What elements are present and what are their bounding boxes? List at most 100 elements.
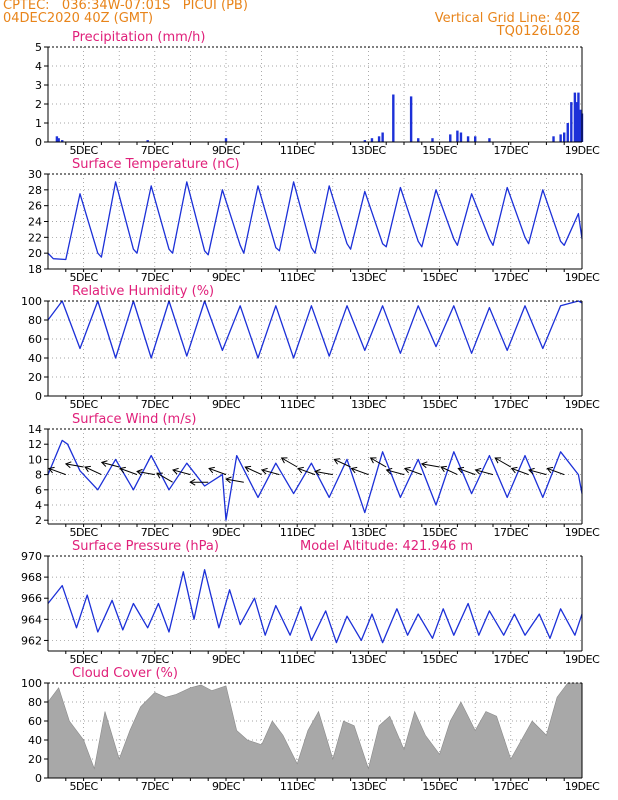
x-tick-label: 17DEC (493, 271, 528, 284)
panel-6: 0 20 40 60 80 100 5DEC 7DEC 9DEC 11DEC 13DEC 15DEC 1… (21, 666, 601, 793)
wind-arrow (261, 469, 280, 476)
wind-arrow-head (510, 466, 518, 474)
x-tick-label: 19DEC (565, 271, 600, 284)
wind-arrow (370, 457, 387, 468)
wind-arrow-head (189, 478, 196, 486)
x-tick-label: 13DEC (351, 526, 386, 539)
wind-arrow-head (208, 466, 215, 474)
x-tick-label: 11DEC (280, 526, 315, 539)
y-tick-label: 8 (35, 469, 42, 482)
wind-arrow-head (494, 457, 502, 464)
y-tick-label: 26 (28, 200, 42, 213)
wind-arrow (386, 469, 405, 476)
x-tick-label: 9DEC (212, 780, 241, 793)
y-tick-label: 12 (28, 438, 42, 451)
y-tick-label: 22 (28, 231, 42, 244)
y-tick-label: 964 (21, 613, 42, 626)
header-run-code: TQ0126L028 (496, 24, 580, 39)
precip-bar (224, 138, 228, 142)
panel-3: 0 20 40 60 80 100 5DEC 7DEC 9DEC 11DEC 13DEC 15DEC 1… (21, 284, 601, 411)
y-tick-label: 100 (21, 295, 42, 308)
precip-bar (466, 136, 470, 142)
x-tick-label: 11DEC (280, 398, 315, 411)
y-tick-label: 20 (28, 753, 42, 766)
wind-arrow (48, 467, 66, 476)
x-tick-label: 19DEC (565, 144, 600, 157)
panel-5: 962 964 966 968 970 5DEC 7DEC 9DEC 11DEC 13DEC 15D… (21, 539, 601, 666)
y-tick-label: 24 (28, 216, 42, 229)
precip-bar (474, 136, 477, 142)
wind-arrow-head (64, 461, 72, 469)
y-tick-label: 0 (35, 136, 42, 149)
y-tick-label: 2 (35, 98, 42, 111)
wind-arrow (547, 467, 565, 476)
panel-2: 18 20 22 24 26 28 30 5DEC 7DEC 9DEC 11DEC 13DEC 15DE… (28, 157, 601, 284)
wind-arrow-head (172, 467, 179, 475)
x-tick-label: 13DEC (351, 653, 386, 666)
precip-bar (552, 136, 555, 142)
y-tick-label: 968 (21, 571, 42, 584)
x-tick-label: 13DEC (351, 144, 386, 157)
y-tick-label: 60 (28, 333, 42, 346)
panel-annotation: Model Altitude: 421.946 m (300, 539, 473, 554)
x-tick-label: 9DEC (212, 526, 241, 539)
precip-bar (363, 140, 367, 142)
wind-arrow (421, 463, 440, 468)
panel-title: Surface Wind (m/s) (72, 412, 196, 427)
x-tick-label: 13DEC (351, 780, 386, 793)
x-tick-label: 9DEC (212, 271, 241, 284)
precip-bar (57, 138, 60, 142)
wind-arrow-head (225, 476, 232, 484)
y-tick-label: 30 (28, 168, 42, 181)
y-tick-label: 10 (28, 453, 42, 466)
wind-arrow (172, 469, 191, 476)
y-tick-label: 80 (28, 696, 42, 709)
wind-arrow-head (314, 468, 321, 476)
y-tick-label: 40 (28, 734, 42, 747)
wind-arrow (475, 469, 494, 476)
wind-arrow-head (333, 458, 341, 465)
x-tick-label: 7DEC (141, 271, 170, 284)
x-tick-label: 17DEC (493, 653, 528, 666)
wind-arrow-head (457, 466, 465, 474)
series-line (47, 569, 583, 644)
wind-arrow-head (420, 461, 428, 469)
wind-arrow-head (100, 460, 108, 467)
wind-arrow-head (261, 467, 268, 475)
x-tick-label: 7DEC (141, 780, 170, 793)
precip-bar (381, 132, 384, 142)
panel-4: 2 4 6 8 10 12 14 5DEC 7DEC 9DEC 11DEC 13DEC 15DEC 17D… (28, 412, 601, 539)
wind-arrow (440, 466, 458, 476)
panel-title: Relative Humidity (%) (72, 284, 214, 299)
cloud-cover-area (47, 682, 583, 779)
wind-arrow-head (528, 467, 535, 475)
y-tick-label: 3 (35, 79, 42, 92)
precip-bar (417, 138, 420, 142)
wind-arrow (494, 457, 512, 468)
x-tick-label: 15DEC (422, 398, 457, 411)
y-tick-label: 970 (21, 550, 42, 563)
precip-bar (431, 138, 434, 142)
x-tick-label: 17DEC (493, 144, 528, 157)
y-tick-label: 60 (28, 715, 42, 728)
x-tick-label: 7DEC (141, 144, 170, 157)
y-tick-label: 40 (28, 352, 42, 365)
x-tick-label: 19DEC (565, 780, 600, 793)
precip-bar (577, 92, 580, 142)
wind-arrow-head (47, 466, 55, 474)
wind-arrow (334, 458, 351, 468)
x-tick-label: 11DEC (280, 271, 315, 284)
wind-arrow (65, 463, 84, 468)
wind-arrow-head (136, 468, 143, 476)
panel-title: Surface Temperature (nC) (72, 157, 240, 172)
wind-arrow-head (546, 466, 554, 474)
panel-1: 0 1 2 3 4 5 5DEC 7DEC 9DEC 11DEC 13DEC 15DEC 17DEC 19… (35, 30, 601, 157)
panel-title: Surface Pressure (hPa) (72, 539, 219, 554)
x-tick-label: 11DEC (280, 653, 315, 666)
wind-arrow-head (280, 457, 288, 464)
y-tick-label: 5 (35, 41, 42, 54)
y-tick-label: 20 (28, 371, 42, 384)
x-tick-label: 5DEC (70, 780, 99, 793)
x-tick-label: 13DEC (351, 398, 386, 411)
series-line (47, 439, 583, 521)
